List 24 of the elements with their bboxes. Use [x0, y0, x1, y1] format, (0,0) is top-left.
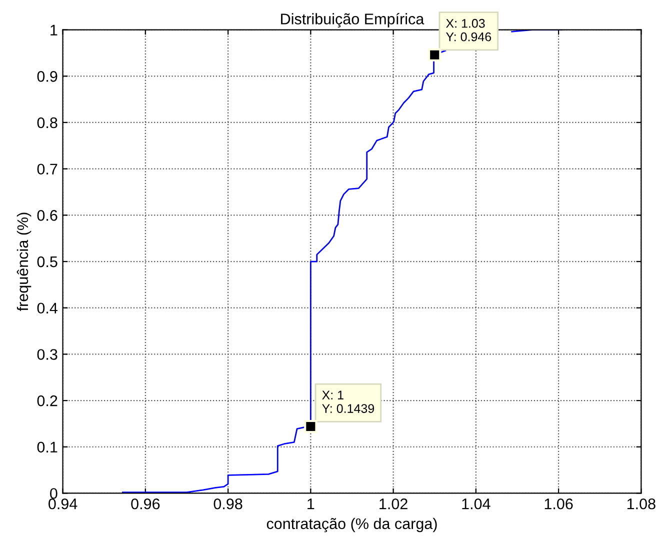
- annotation: X: 1 Y: 0.1439: [322, 390, 374, 413]
- y-tick-label: 0.5: [37, 256, 58, 268]
- x-axis-title: contratação (% da carga): [266, 518, 437, 532]
- y-tick-label: 0.7: [37, 164, 58, 175]
- y-tick-label: 0.2: [37, 395, 58, 406]
- y-tick-label: 0.9: [37, 71, 58, 82]
- y-tick-label: 0.6: [37, 210, 58, 221]
- y-tick-label: 1: [50, 24, 58, 36]
- y-tick-label: 0.8: [37, 117, 58, 128]
- y-tick-label: 0: [50, 488, 58, 499]
- x-tick-label: 1.08: [627, 498, 656, 510]
- x-tick-label: 1.02: [380, 498, 408, 510]
- x-tick-label: 1.04: [462, 498, 490, 510]
- y-tick-label: 0.4: [37, 302, 58, 314]
- y-tick-label: 0.3: [37, 349, 58, 360]
- y-tick-label: 0.1: [37, 442, 58, 453]
- x-tick-label: 1: [308, 498, 314, 510]
- x-tick-label: 0.94: [48, 498, 78, 510]
- x-tick-label: 0.96: [131, 498, 160, 510]
- chart-title: Distribuição Empírica: [281, 13, 424, 28]
- x-tick-label: 0.98: [214, 498, 242, 510]
- y-axis-title: frequência (%): [16, 212, 32, 311]
- annotation: X: 1.03 Y: 0.946: [446, 18, 492, 42]
- x-tick-label: 1.06: [544, 498, 573, 510]
